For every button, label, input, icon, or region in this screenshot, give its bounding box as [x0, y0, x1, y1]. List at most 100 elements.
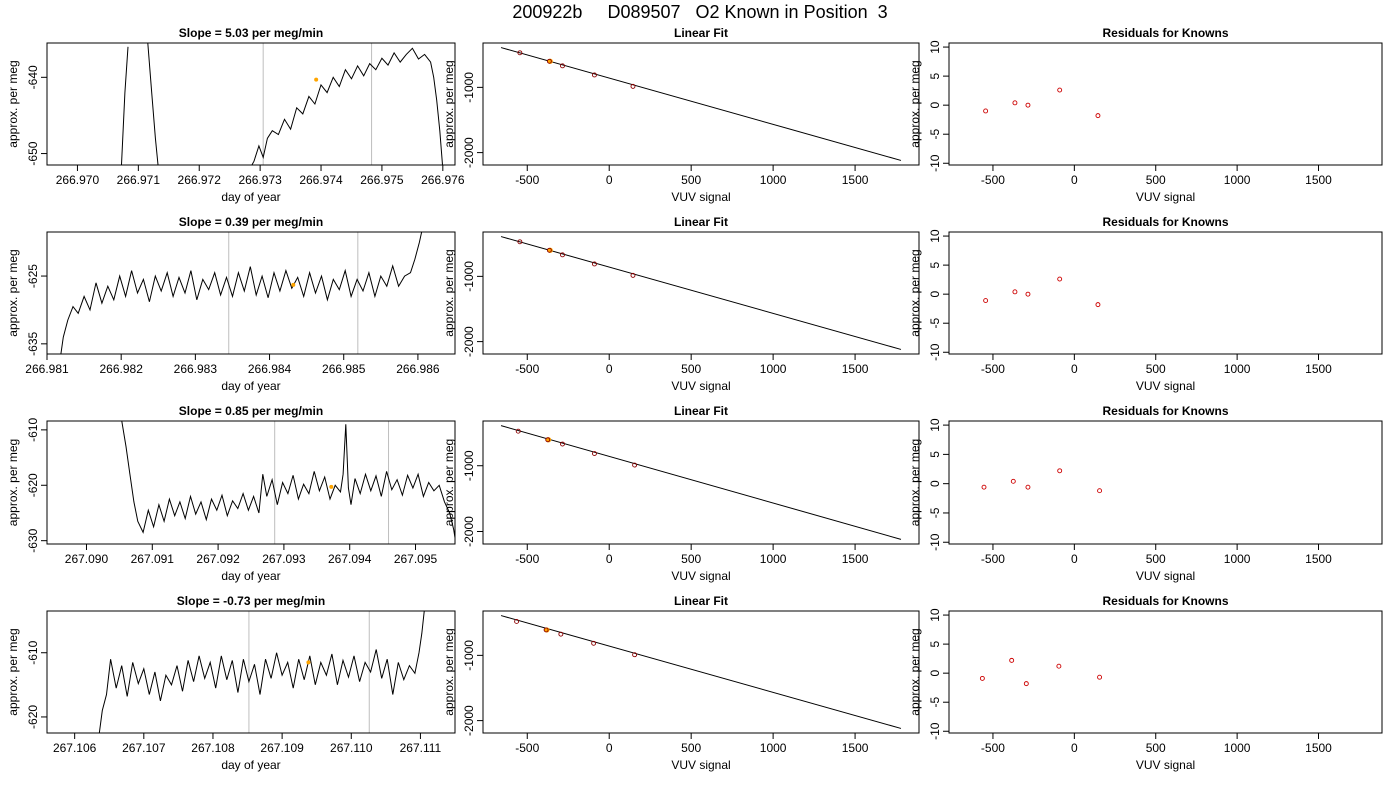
x-tick-label: 0	[1071, 741, 1078, 755]
x-tick-label: 0	[606, 173, 613, 187]
x-tick-label: 1000	[1224, 552, 1251, 566]
x-tick-label: -500	[515, 173, 539, 187]
data-point	[632, 462, 638, 468]
y-tick-label: -10	[928, 154, 942, 172]
x-tick-label: 267.108	[191, 741, 235, 755]
x-tick-label: -500	[981, 741, 1005, 755]
data-point	[1057, 468, 1063, 474]
x-tick-label: 1500	[1305, 741, 1332, 755]
x-axis-label: VUV signal	[671, 758, 730, 772]
x-tick-label: -500	[981, 173, 1005, 187]
data-point	[979, 675, 985, 681]
plot-frame	[46, 42, 456, 166]
x-axis-label: VUV signal	[671, 190, 730, 204]
fit-line	[500, 236, 902, 350]
y-tick-label: -2000	[462, 326, 476, 357]
data-point	[1025, 291, 1031, 297]
plot-area	[981, 468, 1103, 494]
x-tick-label: 266.975	[360, 173, 404, 187]
y-axis-label: approx. per meg	[6, 439, 20, 526]
x-tick-label: 266.972	[178, 173, 222, 187]
page-title: 200922b D089507 O2 Known in Position 3	[512, 2, 888, 22]
residuals-panel-2: Residuals for Knowns -500 0 500 1000 1500 -10 -…	[908, 215, 1383, 393]
y-tick-label: -2000	[462, 516, 476, 547]
linear-fit-panel-4: Linear Fit -500 0 500 1000 1500 -2000 -1000 VUV …	[442, 594, 920, 772]
x-tick-label: 1000	[1224, 173, 1251, 187]
x-tick-label: 267.094	[328, 552, 372, 566]
x-tick-label: -500	[981, 552, 1005, 566]
y-tick-label: -1000	[462, 72, 476, 103]
y-tick-label: -620	[26, 705, 40, 729]
series-line	[120, 46, 129, 165]
x-tick-label: 266.974	[299, 173, 343, 187]
y-tick-label: -635	[26, 332, 40, 356]
x-tick-label: 500	[681, 173, 701, 187]
plot-frame	[46, 420, 456, 545]
plot-frame	[482, 610, 920, 734]
x-tick-label: 500	[1146, 362, 1166, 376]
data-point	[558, 631, 564, 637]
y-tick-label: 10	[928, 40, 942, 54]
data-point	[1025, 102, 1031, 108]
x-tick-label: 266.983	[174, 362, 218, 376]
x-tick-label: 266.985	[322, 362, 366, 376]
x-tick-label: 266.986	[396, 362, 440, 376]
plot-area	[121, 421, 455, 544]
x-tick-label: -500	[515, 741, 539, 755]
x-tick-label: 1500	[1305, 173, 1332, 187]
x-tick-label: 267.106	[53, 741, 97, 755]
plot-frame	[482, 231, 920, 355]
data-point	[517, 50, 523, 56]
x-axis-label: VUV signal	[1136, 190, 1195, 204]
data-point	[1095, 302, 1101, 308]
plot-area	[979, 657, 1103, 687]
panel-title: Residuals for Knowns	[1102, 215, 1228, 229]
series-line	[98, 611, 425, 733]
x-tick-label: 266.982	[99, 362, 143, 376]
fit-line	[500, 47, 902, 161]
highlight-point	[544, 627, 550, 633]
y-tick-label: -10	[928, 533, 942, 551]
x-tick-label: 1500	[842, 173, 869, 187]
panel-title: Slope = 5.03 per meg/min	[179, 26, 323, 40]
time-trace-panel-4: Slope = -0.73 per meg/min 267.106 267.107 2…	[6, 594, 456, 772]
series-line	[251, 47, 444, 165]
x-tick-label: 266.973	[238, 173, 282, 187]
y-axis-label: approx. per meg	[442, 60, 456, 147]
data-point	[592, 261, 597, 267]
x-tick-label: 267.093	[262, 552, 306, 566]
fit-line	[500, 425, 902, 540]
x-tick-label: 1000	[760, 173, 787, 187]
x-tick-label: -500	[515, 552, 539, 566]
y-tick-label: -610	[26, 418, 40, 442]
x-tick-label: 1500	[842, 552, 869, 566]
x-tick-label: 1500	[1305, 362, 1332, 376]
x-tick-label: 267.095	[394, 552, 438, 566]
plot-frame	[482, 42, 920, 166]
data-point	[630, 83, 636, 89]
y-axis-label: approx. per meg	[442, 439, 456, 526]
data-point	[981, 484, 987, 490]
data-point	[630, 272, 636, 278]
data-point	[560, 252, 565, 258]
panel-title: Linear Fit	[674, 594, 728, 608]
x-tick-label: 267.091	[131, 552, 175, 566]
data-point	[1010, 478, 1016, 484]
x-tick-label: 266.976	[421, 173, 465, 187]
plot-frame	[948, 231, 1383, 355]
data-point	[1012, 289, 1018, 295]
x-tick-label: 1000	[1224, 362, 1251, 376]
data-point	[546, 58, 552, 64]
y-tick-label: -620	[26, 473, 40, 497]
residuals-panel-4: Residuals for Knowns -500 0 500 1000 1500 -10 -…	[908, 594, 1383, 772]
plot-frame	[46, 610, 456, 734]
panel-title: Linear Fit	[674, 215, 728, 229]
x-tick-label: 500	[681, 362, 701, 376]
y-tick-label: -10	[928, 343, 942, 361]
data-point	[514, 618, 520, 624]
y-tick-label: -1000	[462, 450, 476, 481]
x-tick-label: 500	[681, 741, 701, 755]
y-tick-label: -2000	[462, 137, 476, 168]
x-tick-label: 267.110	[330, 741, 373, 755]
x-tick-label: 0	[606, 552, 613, 566]
